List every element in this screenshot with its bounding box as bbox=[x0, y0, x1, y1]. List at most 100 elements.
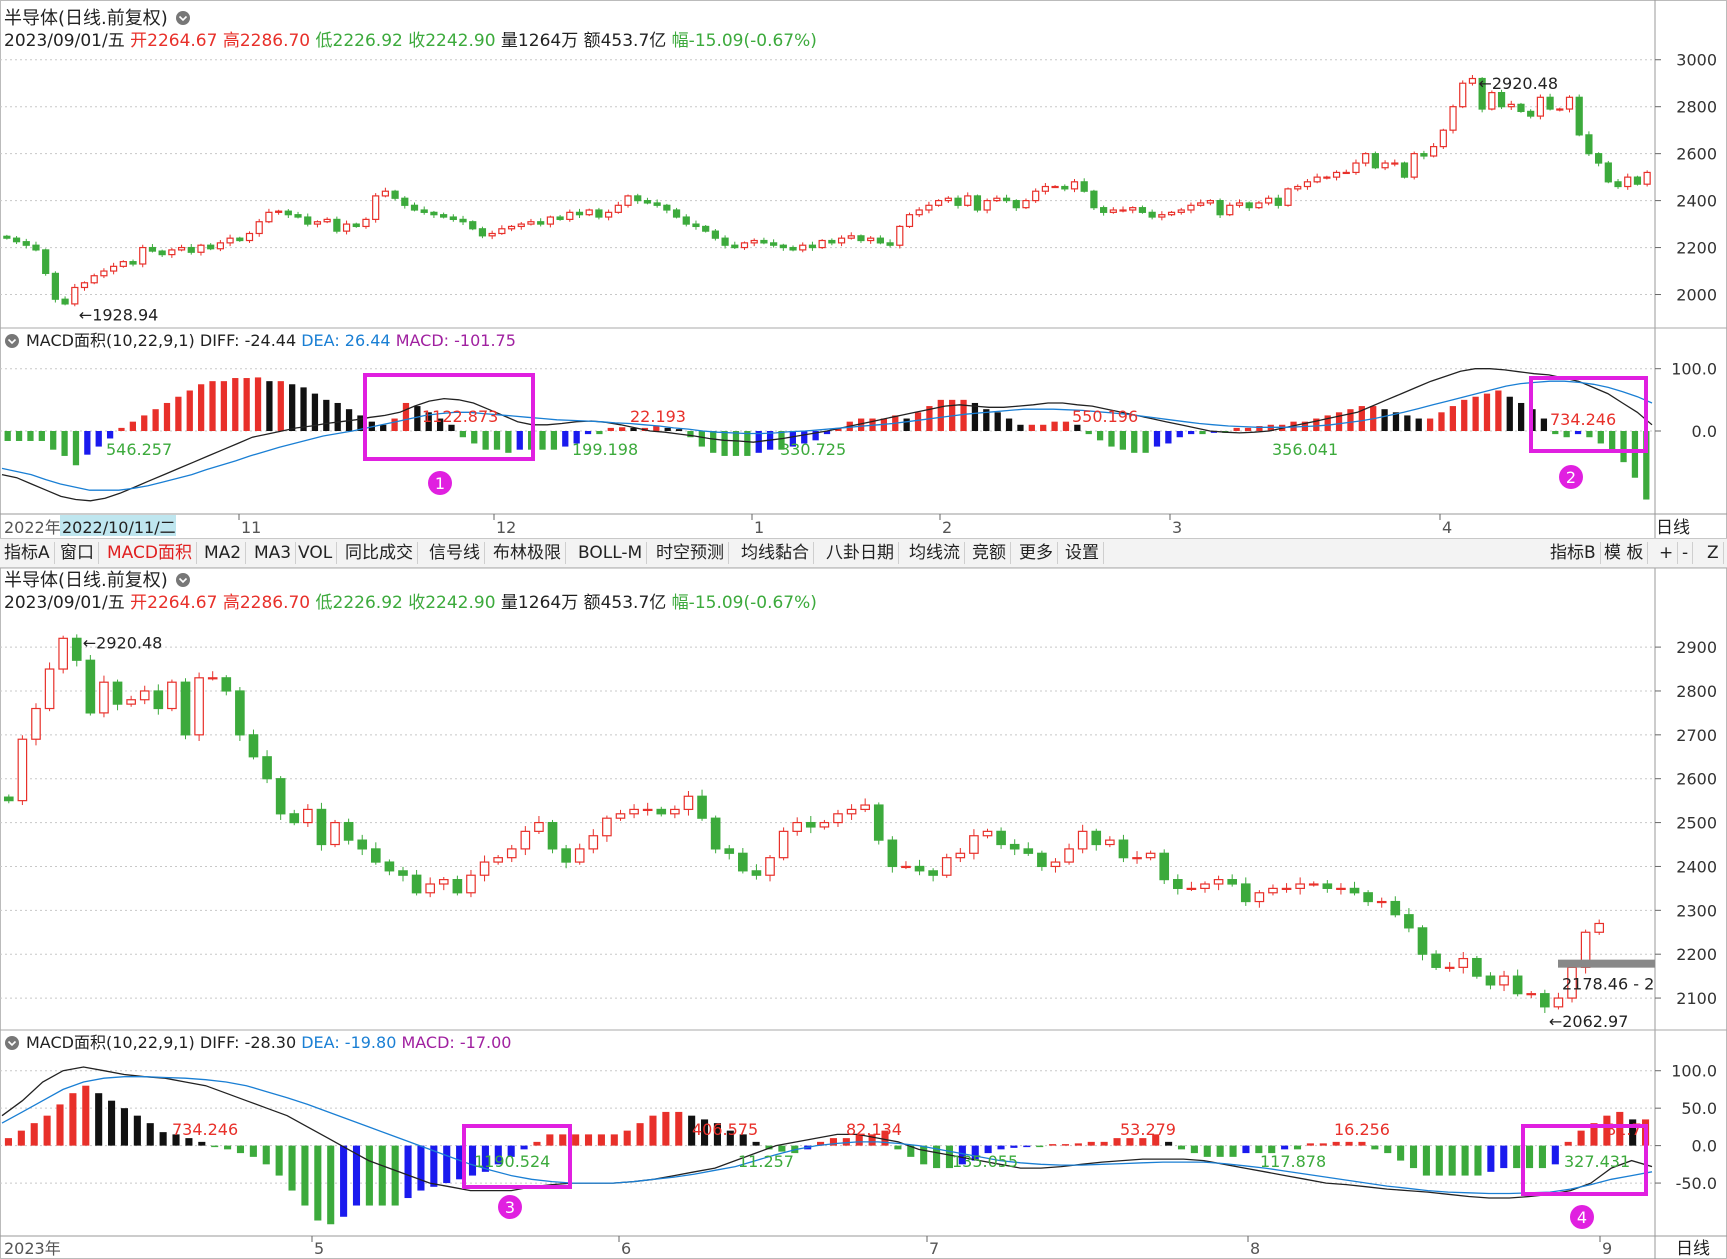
macd-histogram-bar[interactable] bbox=[1426, 418, 1434, 431]
macd-histogram-bar[interactable] bbox=[539, 431, 546, 450]
candlestick[interactable] bbox=[1118, 834, 1129, 863]
candlestick[interactable] bbox=[561, 844, 571, 869]
candlestick[interactable] bbox=[1172, 874, 1183, 895]
candlestick[interactable] bbox=[194, 672, 204, 741]
candlestick[interactable] bbox=[537, 218, 545, 227]
macd-histogram-bar[interactable] bbox=[1100, 1141, 1108, 1146]
candlestick[interactable] bbox=[221, 675, 232, 696]
candlestick[interactable] bbox=[1540, 989, 1550, 1013]
macd-histogram-bar[interactable] bbox=[1474, 1145, 1482, 1176]
macd-histogram-bar[interactable] bbox=[1087, 1141, 1095, 1146]
candlestick[interactable] bbox=[304, 213, 312, 227]
candlestick[interactable] bbox=[1444, 962, 1455, 972]
macd-histogram-bar[interactable] bbox=[829, 1138, 837, 1146]
candlestick[interactable] bbox=[31, 703, 41, 746]
macd-histogram-bar[interactable] bbox=[584, 1134, 593, 1146]
candlestick[interactable] bbox=[672, 207, 681, 219]
macd-histogram-bar[interactable] bbox=[584, 431, 592, 435]
macd-histogram-bar[interactable] bbox=[243, 378, 250, 431]
macd-histogram-bar[interactable] bbox=[607, 427, 614, 431]
macd-histogram-bar[interactable] bbox=[507, 1145, 515, 1157]
candlestick[interactable] bbox=[1091, 828, 1102, 851]
macd-histogram-bar[interactable] bbox=[1256, 426, 1263, 431]
candlestick[interactable] bbox=[1458, 952, 1469, 974]
candlestick[interactable] bbox=[643, 197, 652, 205]
candlestick[interactable] bbox=[12, 236, 21, 245]
candlestick[interactable] bbox=[1342, 169, 1350, 175]
candlestick[interactable] bbox=[197, 243, 205, 256]
candlestick[interactable] bbox=[1526, 991, 1537, 999]
candlestick[interactable] bbox=[1022, 198, 1030, 210]
macd-histogram-bar[interactable] bbox=[971, 1145, 979, 1161]
macd-histogram-bar[interactable] bbox=[459, 431, 466, 438]
macd-histogram-bar[interactable] bbox=[1332, 1141, 1340, 1146]
candlestick[interactable] bbox=[1363, 890, 1373, 906]
candlestick[interactable] bbox=[1284, 187, 1292, 207]
candlestick[interactable] bbox=[955, 848, 966, 863]
macd-histogram-bar[interactable] bbox=[842, 1138, 850, 1146]
macd-histogram-bar[interactable] bbox=[894, 1145, 902, 1150]
macd-histogram-bar[interactable] bbox=[1631, 431, 1639, 478]
macd-histogram-bar[interactable] bbox=[430, 1145, 438, 1187]
candlestick[interactable] bbox=[873, 802, 884, 845]
candlestick[interactable] bbox=[1023, 842, 1034, 856]
macd-histogram-bar[interactable] bbox=[152, 409, 159, 431]
macd-histogram-bar[interactable] bbox=[881, 1130, 889, 1146]
candlestick[interactable] bbox=[944, 196, 952, 203]
candlestick[interactable] bbox=[973, 194, 982, 213]
macd-histogram-bar[interactable] bbox=[69, 1093, 77, 1146]
macd-histogram-bar[interactable] bbox=[596, 431, 603, 435]
macd-histogram-bar[interactable] bbox=[546, 1134, 554, 1146]
macd-histogram-bar[interactable] bbox=[471, 431, 478, 444]
macd-histogram-bar[interactable] bbox=[1620, 431, 1627, 463]
candlestick[interactable] bbox=[71, 634, 82, 667]
candlestick[interactable] bbox=[1507, 100, 1515, 110]
macd-histogram-bar[interactable] bbox=[175, 396, 182, 431]
macd-histogram-bar[interactable] bbox=[133, 1115, 141, 1146]
toolbar-right-button[interactable]: + bbox=[1655, 542, 1679, 564]
macd-histogram-bar[interactable] bbox=[1461, 399, 1468, 431]
candlestick[interactable] bbox=[765, 855, 775, 882]
macd-histogram-bar[interactable] bbox=[550, 431, 558, 450]
macd-histogram-bar[interactable] bbox=[1586, 431, 1593, 438]
macd-histogram-bar[interactable] bbox=[1017, 424, 1024, 431]
macd-histogram-bar[interactable] bbox=[340, 1145, 348, 1217]
candlestick[interactable] bbox=[1439, 128, 1447, 149]
macd-histogram-bar[interactable] bbox=[186, 390, 193, 432]
candlestick[interactable] bbox=[656, 806, 667, 817]
macd-histogram-bar[interactable] bbox=[254, 377, 262, 431]
candlestick[interactable] bbox=[818, 239, 826, 249]
candlestick[interactable] bbox=[398, 866, 408, 882]
macd-histogram-bar[interactable] bbox=[334, 402, 341, 431]
macd-histogram-bar[interactable] bbox=[1199, 431, 1206, 435]
candlestick[interactable] bbox=[372, 193, 380, 223]
macd-histogram-bar[interactable] bbox=[61, 431, 68, 456]
macd-histogram-bar[interactable] bbox=[425, 412, 432, 431]
candlestick[interactable] bbox=[750, 238, 758, 247]
toolbar-tab[interactable]: 时空预测 bbox=[652, 542, 729, 564]
candlestick[interactable] bbox=[343, 818, 354, 845]
candlestick[interactable] bbox=[805, 816, 816, 834]
macd-histogram-bar[interactable] bbox=[172, 1134, 180, 1146]
candlestick[interactable] bbox=[605, 209, 613, 221]
candlestick[interactable] bbox=[1512, 969, 1523, 997]
candlestick[interactable] bbox=[1105, 836, 1115, 848]
candlestick[interactable] bbox=[1186, 881, 1197, 892]
candlestick[interactable] bbox=[566, 209, 574, 222]
macd-histogram-bar[interactable] bbox=[653, 426, 660, 431]
candlestick[interactable] bbox=[370, 842, 381, 865]
macd-histogram-bar[interactable] bbox=[327, 1145, 335, 1225]
candlestick[interactable] bbox=[860, 798, 870, 813]
macd-histogram-bar[interactable] bbox=[1358, 406, 1365, 431]
candlestick[interactable] bbox=[207, 243, 215, 251]
candlestick[interactable] bbox=[692, 220, 700, 230]
candlestick[interactable] bbox=[1037, 850, 1047, 871]
candlestick[interactable] bbox=[1077, 824, 1088, 854]
candlestick[interactable] bbox=[1100, 205, 1108, 216]
candlestick[interactable] bbox=[1294, 184, 1302, 192]
macd-histogram-bar[interactable] bbox=[623, 1130, 631, 1146]
macd-histogram-bar[interactable] bbox=[391, 418, 398, 431]
candlestick[interactable] bbox=[1197, 199, 1205, 207]
macd-histogram-bar[interactable] bbox=[1126, 1138, 1134, 1146]
macd-histogram-bar[interactable] bbox=[619, 427, 626, 431]
